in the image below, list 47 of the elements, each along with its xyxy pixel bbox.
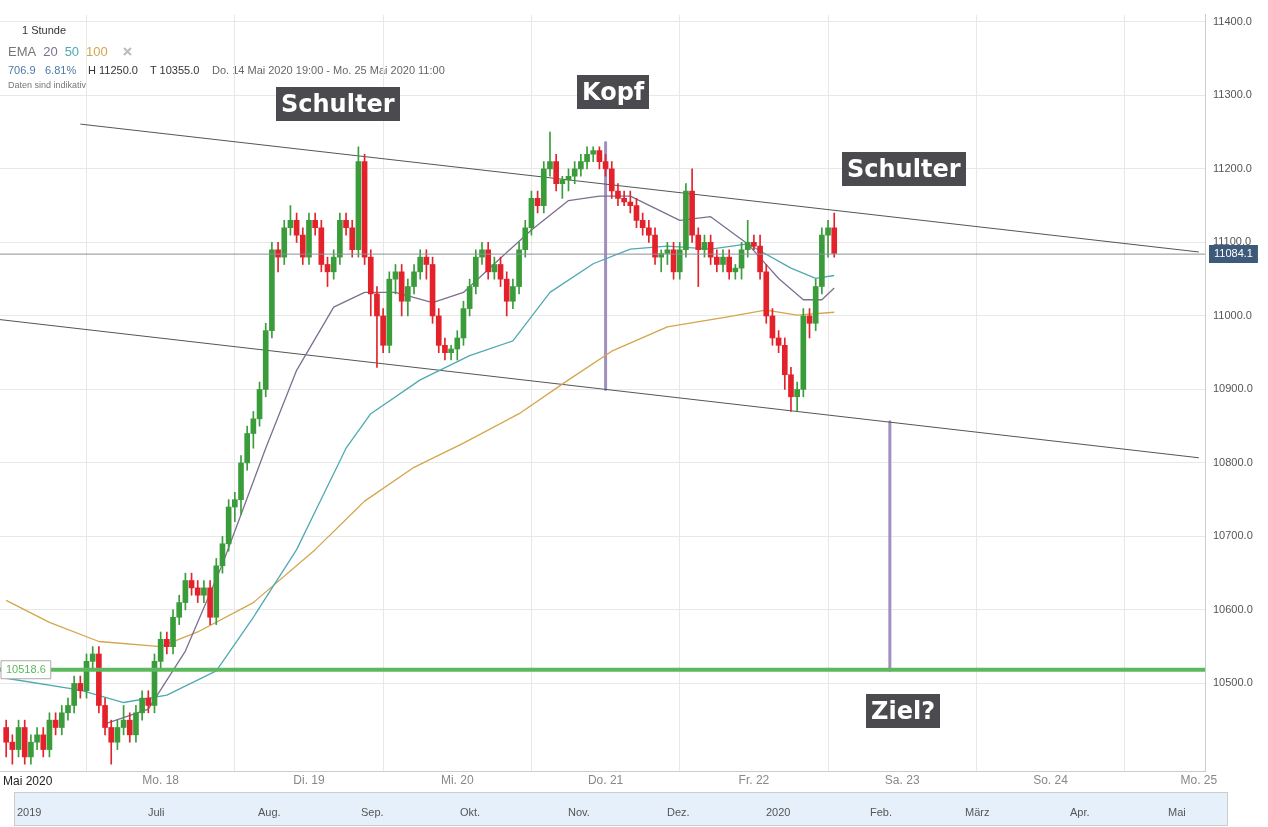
text: Aug. <box>258 806 281 818</box>
y-tick-label: 11000.0 <box>1213 308 1252 321</box>
ref-line-label: 11084.1 <box>1214 247 1253 260</box>
x-tick-label: Fr. 22 <box>738 773 770 788</box>
x-tick-label: So. 24 <box>1033 773 1069 788</box>
annotation: Daten sind indikativ <box>8 80 87 90</box>
x-tick-label: Mo. 18 <box>142 773 180 788</box>
text: Dez. <box>667 806 690 818</box>
text: 100 <box>86 44 108 59</box>
annotation: 6.81% <box>45 64 77 76</box>
y-tick-label: 10800.0 <box>1213 455 1253 468</box>
annotation: 1 Stunde <box>22 24 67 36</box>
legend-title: EMA <box>8 44 37 59</box>
text: Feb. <box>870 806 893 818</box>
text: Juli <box>148 806 165 818</box>
y-tick-label: 10500.0 <box>1213 676 1253 689</box>
annotation: Kopf <box>577 75 650 109</box>
y-tick-label: 11400.0 <box>1213 14 1252 27</box>
y-tick-label: 10700.0 <box>1213 529 1253 542</box>
x-tick-label: Di. 19 <box>293 773 325 788</box>
y-tick-label: 11100.0 <box>1213 235 1252 248</box>
y-tick-label: 11300.0 <box>1213 88 1252 101</box>
x-tick-label: Mi. 20 <box>440 773 474 788</box>
text: 50 <box>64 44 80 59</box>
annotation: Ziel? <box>866 694 941 728</box>
text: 2019 <box>17 806 42 818</box>
text: Mai <box>1168 806 1186 818</box>
text: 2020 <box>766 806 791 818</box>
text: Sep. <box>361 806 384 818</box>
annotation: 706.9 <box>8 64 36 76</box>
annotation: H 11250.0 <box>88 64 138 76</box>
text: 20 <box>43 44 58 59</box>
ref-line-label: 10518.6 <box>6 662 46 675</box>
y-tick-label: 10600.0 <box>1213 602 1253 615</box>
annotation: Schulter <box>842 152 966 186</box>
x-tick-label: Sa. 23 <box>884 773 920 788</box>
x-tick-label: Mo. 25 <box>1180 773 1218 788</box>
y-tick-label: 11200.0 <box>1213 161 1252 174</box>
text: Mai 2020 <box>3 774 53 788</box>
text: März <box>965 806 990 818</box>
x-tick-label: Do. 21 <box>587 773 624 788</box>
annotation: Schulter <box>276 87 400 121</box>
text: Nov. <box>568 806 590 818</box>
y-tick-label: 10900.0 <box>1213 382 1253 395</box>
annotation: T 10355.0 <box>150 64 200 76</box>
text: Apr. <box>1070 806 1090 818</box>
text: Okt. <box>460 806 481 818</box>
